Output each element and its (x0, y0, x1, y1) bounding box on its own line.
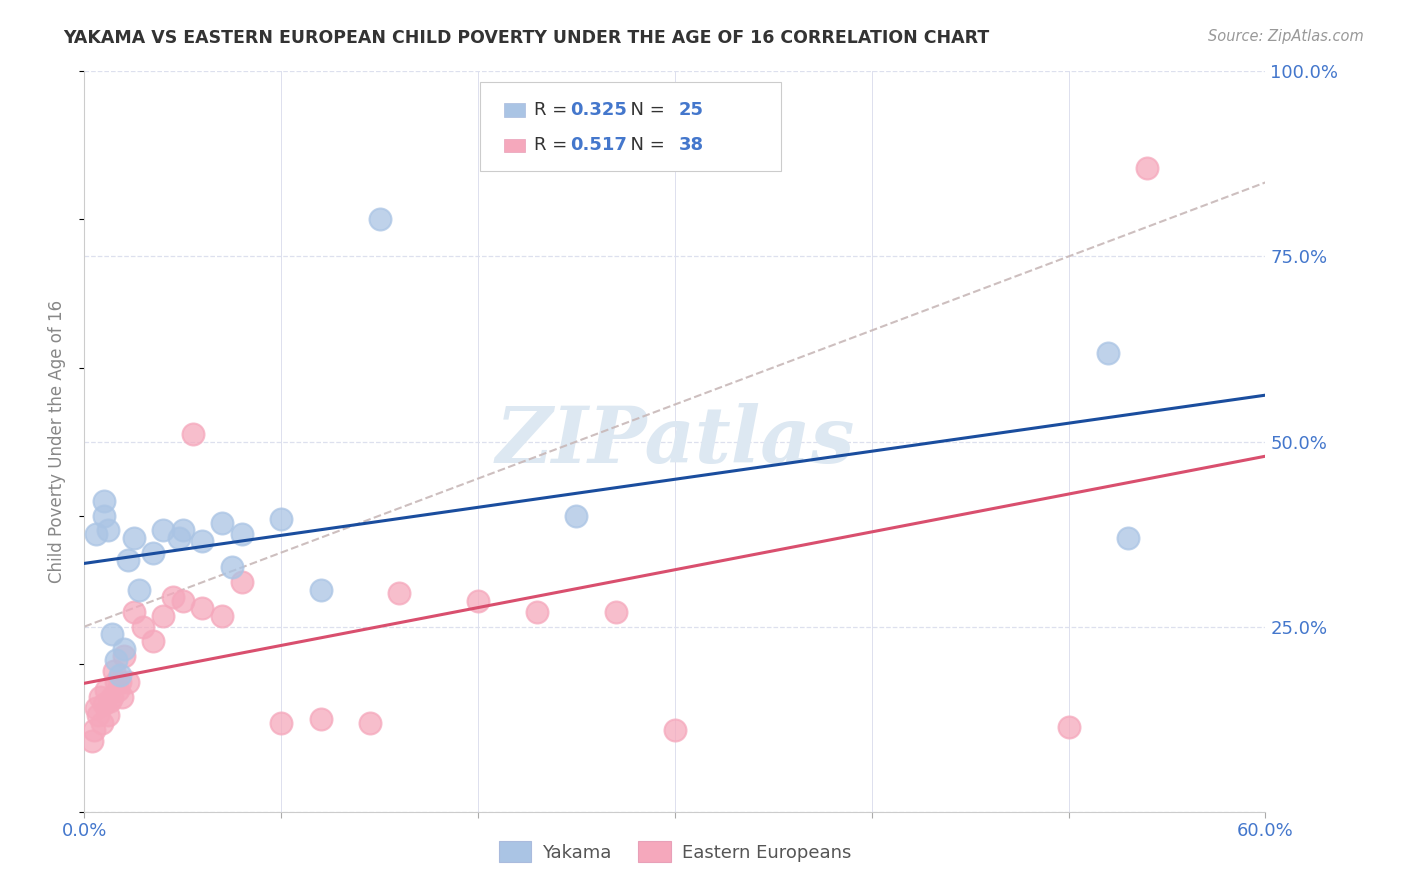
Point (191, 601, 214, 615)
Text: 0.325: 0.325 (569, 101, 627, 119)
Point (82, 734, 104, 748)
Point (91, 715, 114, 730)
Point (181, 427, 204, 442)
Point (122, 605, 145, 619)
Text: 38: 38 (679, 136, 703, 154)
Point (1057, 720, 1080, 734)
Point (605, 605, 627, 619)
Point (172, 593, 194, 607)
Point (368, 212, 391, 227)
Point (122, 531, 145, 545)
Point (104, 653, 127, 667)
Point (270, 715, 292, 730)
Point (1097, 345, 1119, 359)
Point (162, 590, 184, 604)
Point (94, 682, 117, 697)
Point (211, 516, 233, 530)
Point (132, 619, 155, 633)
Point (112, 641, 135, 656)
Point (526, 605, 548, 619)
Text: 0.517: 0.517 (569, 136, 627, 154)
FancyBboxPatch shape (479, 82, 782, 171)
Point (191, 534, 214, 549)
Point (101, 690, 124, 704)
Point (84, 527, 107, 541)
Text: N =: N = (620, 136, 671, 154)
Point (142, 546, 165, 560)
Legend: Yakama, Eastern Europeans: Yakama, Eastern Europeans (492, 834, 858, 870)
Point (128, 582, 150, 597)
Point (117, 553, 139, 567)
Point (309, 712, 332, 726)
Text: R =: R = (534, 136, 574, 154)
Point (152, 524, 174, 538)
Point (93, 698, 115, 712)
Point (108, 675, 131, 690)
Point (107, 682, 129, 697)
Point (359, 715, 381, 730)
Point (231, 527, 253, 541)
Point (84, 701, 107, 715)
Point (221, 560, 243, 574)
Text: ZIPatlas: ZIPatlas (495, 403, 855, 480)
Point (111, 690, 134, 704)
Text: Source: ZipAtlas.com: Source: ZipAtlas.com (1208, 29, 1364, 44)
Point (97, 708, 120, 723)
Point (98, 694, 121, 708)
Text: N =: N = (620, 101, 671, 119)
Bar (503, 139, 524, 152)
Point (1116, 531, 1139, 545)
Point (93, 508, 115, 523)
Point (309, 582, 332, 597)
Point (83, 723, 105, 738)
Text: 25: 25 (679, 101, 703, 119)
Point (112, 649, 135, 664)
Point (89, 690, 111, 704)
Point (104, 675, 127, 690)
Point (1136, 161, 1159, 175)
Point (103, 664, 125, 678)
Point (117, 675, 139, 690)
Point (101, 627, 124, 641)
Point (152, 608, 174, 623)
Point (167, 531, 190, 545)
Point (231, 575, 253, 590)
Point (93, 493, 115, 508)
Point (270, 512, 292, 526)
Text: YAKAMA VS EASTERN EUROPEAN CHILD POVERTY UNDER THE AGE OF 16 CORRELATION CHART: YAKAMA VS EASTERN EUROPEAN CHILD POVERTY… (63, 29, 990, 46)
Point (467, 593, 489, 607)
Y-axis label: Child Poverty Under the Age of 16: Child Poverty Under the Age of 16 (48, 300, 66, 583)
Point (142, 634, 165, 648)
Text: R =: R = (534, 101, 574, 119)
Point (664, 723, 686, 738)
Point (87, 708, 110, 723)
Point (172, 524, 194, 538)
Point (565, 508, 588, 523)
Bar (503, 103, 524, 117)
Point (108, 667, 131, 681)
Point (211, 608, 233, 623)
Point (388, 586, 411, 600)
Point (97, 524, 120, 538)
